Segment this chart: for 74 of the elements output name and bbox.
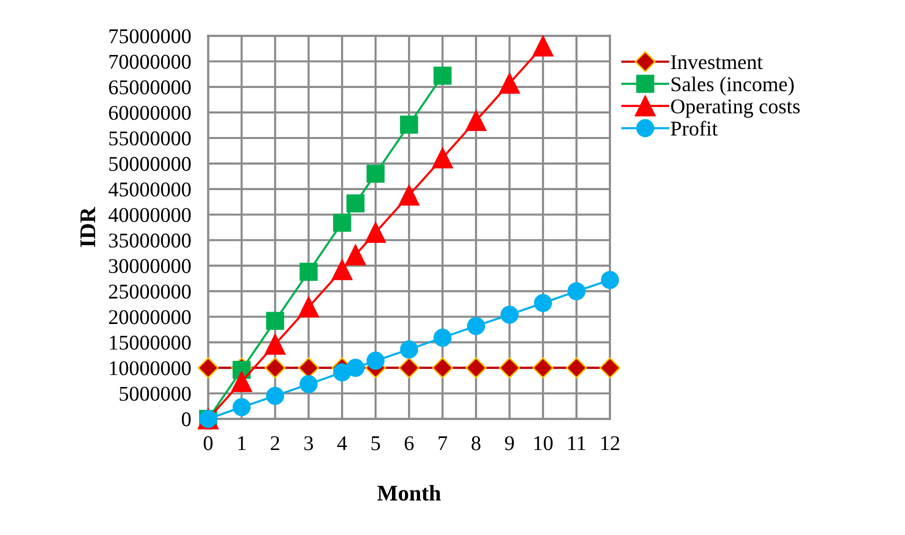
point [467,316,486,335]
y-tick-label: 10000000 [110,361,191,376]
point [266,312,284,330]
point [198,357,219,378]
point [232,398,251,416]
x-axis-title: Month [377,485,441,501]
x-tick-label: 8 [472,436,480,450]
point [500,306,519,324]
y-tick-label: 70000000 [110,54,191,69]
x-tick-label: 2 [270,436,280,450]
point [567,282,586,300]
point [345,244,366,266]
point [398,357,420,378]
point [298,296,320,318]
y-tick-label: 75000000 [110,29,191,44]
point [231,371,252,392]
y-tick-label: 30000000 [109,259,191,274]
point [566,357,587,378]
x-tick-label: 1 [238,436,246,450]
point [432,147,453,168]
point [398,184,420,206]
point [333,214,352,232]
y-tick-label: 5000000 [120,386,191,401]
legend-label: Sales (income) [672,76,794,96]
x-tick-label: 6 [404,436,414,450]
point [434,66,452,85]
y-tick-label: 25000000 [109,284,191,299]
point [366,164,385,183]
legend-label: Operating costs [671,99,800,118]
legend-label: Investment [670,55,763,70]
x-tick-label: 5 [372,436,380,450]
x-tick-label: 10 [534,436,553,450]
point [365,222,386,243]
y-tick-label: 40000000 [108,208,191,222]
point [534,294,552,312]
point [400,116,418,134]
y-axis-title: IDR [80,206,96,247]
y-tick-label: 35000000 [109,234,191,248]
x-tick-label: 11 [568,436,586,450]
y-tick-label: 65000000 [109,80,191,94]
point [600,270,619,290]
y-tick-label: 15000000 [110,336,191,350]
x-tick-label: 12 [601,436,620,450]
point [432,357,454,378]
y-tick-label: 55000000 [109,131,191,146]
x-tick-label: 9 [504,436,514,450]
y-tick-label: 0 [182,412,191,426]
point [366,352,385,370]
point [264,334,286,355]
point [499,72,520,94]
legend-label: Profit [670,120,718,136]
point [466,357,487,378]
point [266,386,284,405]
y-tick-label: 60000000 [109,106,191,120]
point [466,110,486,132]
point [300,375,318,394]
point [499,357,520,378]
point [599,357,620,378]
y-tick-label: 20000000 [109,310,191,324]
y-tick-label: 50000000 [109,156,191,171]
point [532,36,554,56]
point [264,357,286,378]
y-tick-label: 45000000 [108,182,191,196]
x-tick-label: 7 [438,436,448,450]
point [346,358,365,377]
point [300,262,318,281]
point [434,328,452,347]
x-tick-label: 4 [337,436,347,450]
point [532,357,554,378]
x-tick-label: 3 [304,436,313,450]
point [332,259,353,280]
point [346,194,365,212]
x-tick-label: 0 [204,436,213,450]
point [400,340,418,358]
